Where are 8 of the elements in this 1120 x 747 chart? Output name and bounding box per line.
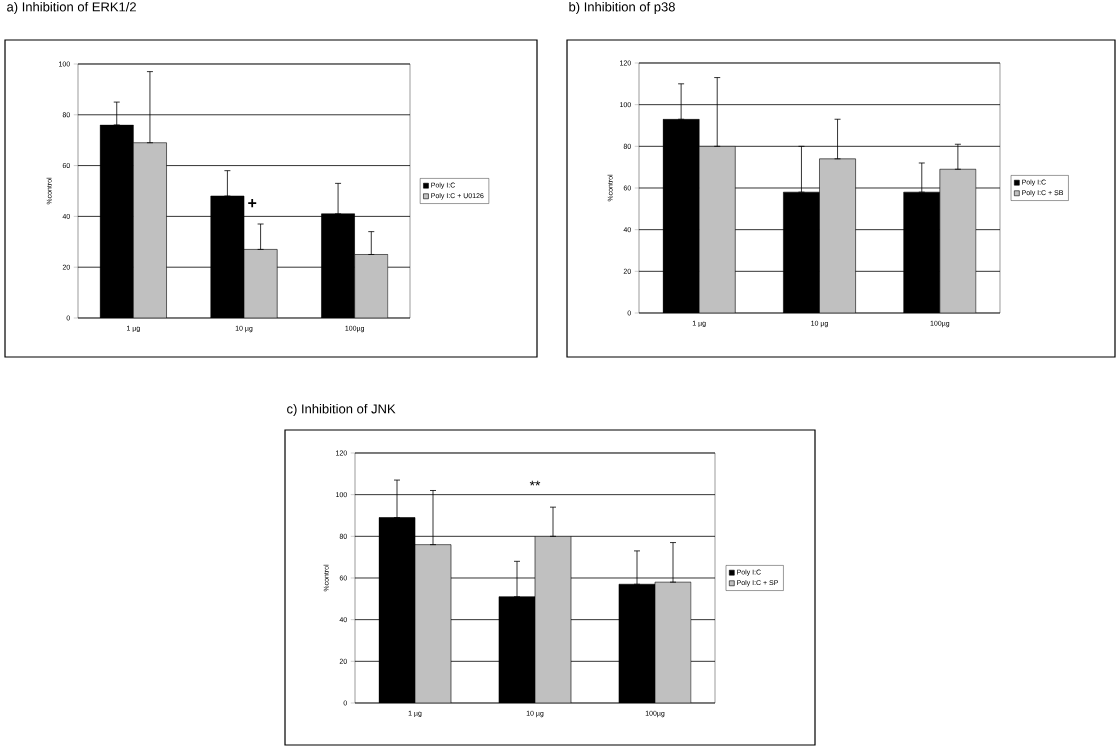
annotation: **	[529, 480, 541, 486]
chart-title: c) Inhibition of JNK	[287, 403, 396, 417]
annotation: +	[248, 199, 257, 208]
chart-title: b) Inhibition of p38	[569, 1, 675, 15]
bar	[133, 142, 167, 318]
chart-title: a) Inhibition of ERK1/2	[7, 1, 136, 15]
bar	[354, 254, 389, 318]
bar	[243, 249, 278, 318]
